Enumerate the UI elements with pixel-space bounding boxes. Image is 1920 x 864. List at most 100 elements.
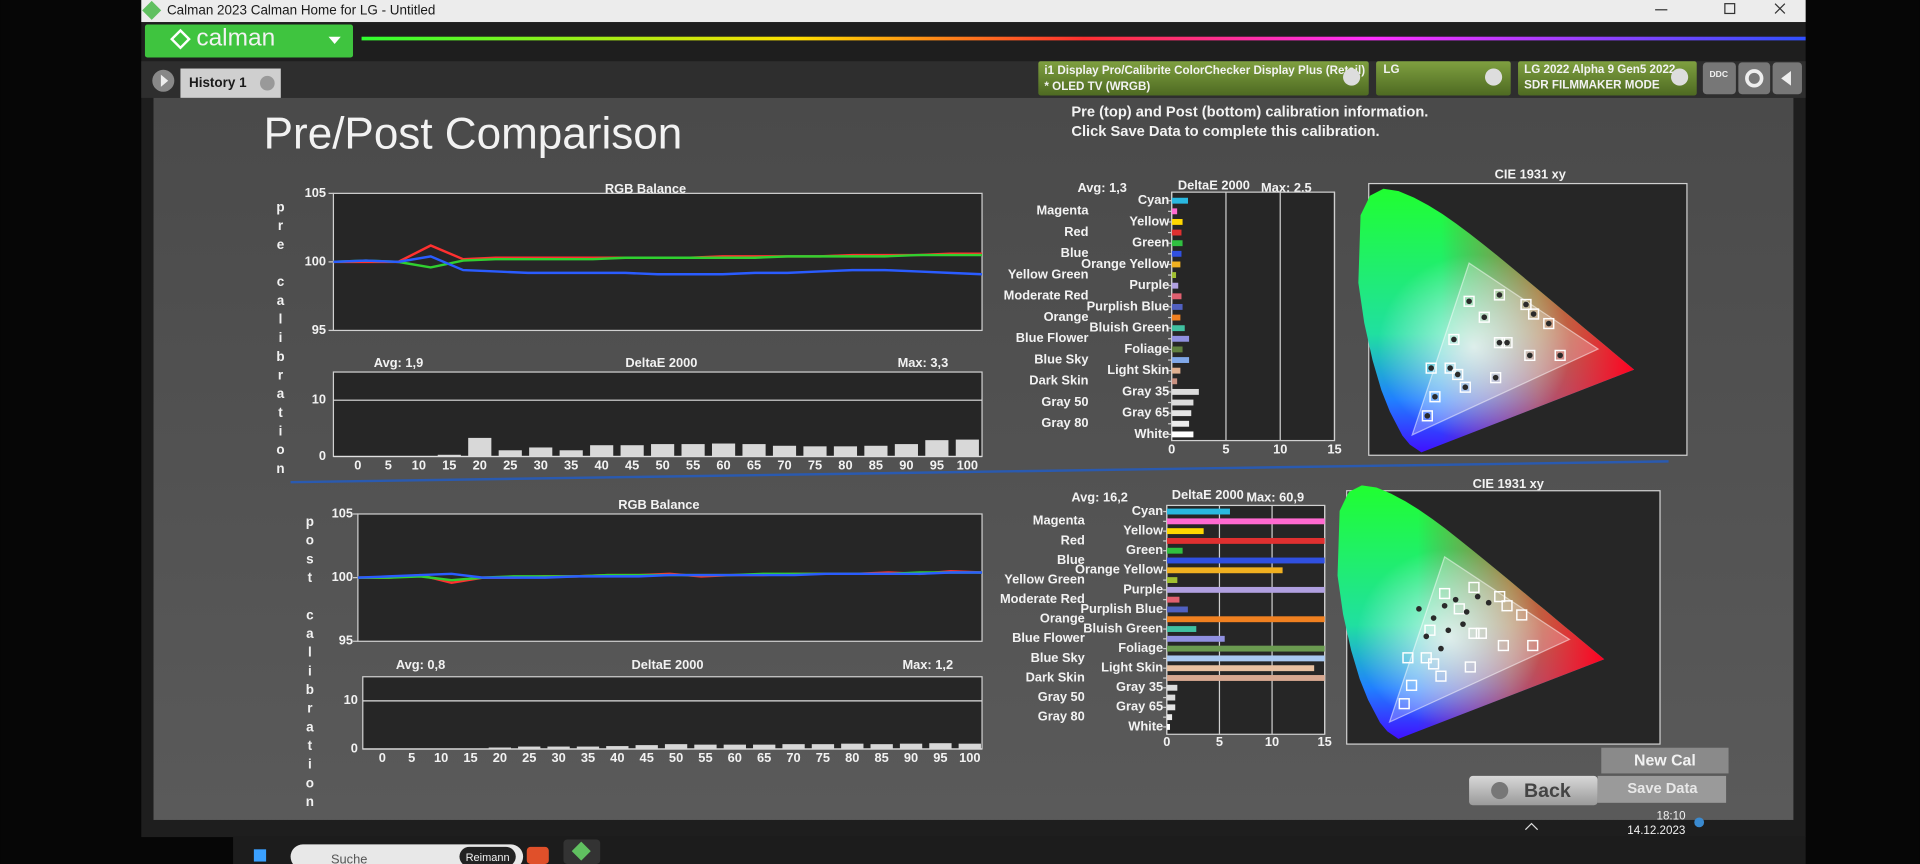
delta-bar bbox=[547, 746, 570, 749]
target-marker bbox=[1490, 372, 1502, 384]
row-label: Gray 50 bbox=[1041, 394, 1088, 409]
target-marker bbox=[1435, 670, 1447, 682]
x-tick-label: 85 bbox=[875, 750, 889, 765]
delta-bar bbox=[437, 454, 461, 457]
x-tick-label: 90 bbox=[899, 458, 913, 473]
row-label: Gray 65 bbox=[1116, 699, 1163, 714]
delta-bar bbox=[870, 744, 893, 749]
delta-bar bbox=[559, 450, 583, 457]
ddc-button[interactable] bbox=[1702, 62, 1736, 95]
x-tick-label: 70 bbox=[777, 458, 791, 473]
chart-title: RGB Balance bbox=[605, 181, 686, 196]
target-marker bbox=[1421, 410, 1433, 422]
window-title: Calman 2023 Calman Home for LG - Untitle… bbox=[167, 3, 435, 18]
tray-arrow[interactable] bbox=[1524, 822, 1539, 831]
start-button[interactable] bbox=[253, 849, 267, 862]
target-marker bbox=[1527, 308, 1540, 320]
color-bar bbox=[1166, 557, 1325, 564]
nav-arrow bbox=[160, 74, 169, 87]
color-bar bbox=[1171, 367, 1181, 374]
color-bar bbox=[1171, 410, 1192, 417]
row-label: Cyan bbox=[1132, 503, 1164, 518]
maximize-button[interactable] bbox=[1724, 3, 1736, 15]
profile-label: LG 2022 Alpha 9 Gen5 2022 bbox=[1524, 63, 1675, 76]
rgb-line bbox=[333, 255, 983, 276]
measured-point bbox=[1460, 621, 1466, 627]
color-bar bbox=[1166, 586, 1325, 593]
dropdown-knob bbox=[1485, 68, 1503, 86]
close-button[interactable] bbox=[1774, 3, 1786, 14]
calman-task-icon bbox=[571, 841, 591, 861]
target-marker bbox=[1468, 581, 1480, 594]
rgb-plot bbox=[357, 513, 983, 642]
clock-date: 14.12.2023 bbox=[1627, 824, 1685, 837]
new-cal-button[interactable] bbox=[1601, 747, 1729, 774]
row-label: Orange Yellow bbox=[1075, 562, 1163, 577]
delta-bar bbox=[742, 444, 766, 457]
x-tick-label: 30 bbox=[551, 750, 565, 765]
color-bar bbox=[1166, 567, 1283, 574]
section-divider bbox=[290, 460, 1669, 484]
save-data-button[interactable] bbox=[1597, 775, 1727, 803]
x-tick-label: 45 bbox=[640, 750, 654, 765]
color-bar bbox=[1166, 596, 1180, 603]
info-line: Click Save Data to complete this calibra… bbox=[1071, 124, 1379, 140]
x-tick-label: 100 bbox=[957, 458, 978, 473]
x-tick-label: 45 bbox=[625, 458, 639, 473]
profile-dropdown[interactable] bbox=[1518, 61, 1697, 96]
delta-bar bbox=[803, 446, 827, 457]
profile-sub-label: SDR FILMMAKER MODE bbox=[1524, 79, 1660, 92]
row-label: Blue Sky bbox=[1034, 351, 1089, 366]
logo-box[interactable] bbox=[144, 24, 353, 58]
color-bar bbox=[1171, 325, 1185, 332]
delta-bar bbox=[772, 445, 797, 457]
target-marker bbox=[1475, 627, 1487, 639]
row-label: Yellow Green bbox=[1004, 571, 1085, 586]
add-tab-button[interactable] bbox=[259, 75, 275, 91]
measured-point bbox=[1545, 320, 1552, 327]
x-tick-label: 0 bbox=[1163, 734, 1170, 749]
measured-point bbox=[1496, 339, 1503, 346]
target-marker bbox=[1453, 603, 1465, 615]
new-cal-label: New Cal bbox=[1634, 752, 1696, 769]
browser-icon[interactable] bbox=[526, 846, 549, 864]
measured-point bbox=[1454, 371, 1461, 378]
color-bar bbox=[1166, 645, 1325, 652]
x-tick-label: 25 bbox=[522, 750, 536, 765]
color-bar bbox=[1166, 616, 1325, 623]
display-dropdown[interactable] bbox=[1376, 61, 1511, 96]
row-label: Gray 65 bbox=[1122, 405, 1169, 420]
color-bar bbox=[1166, 606, 1188, 613]
y-tick-label: 10 bbox=[312, 392, 326, 407]
color-bar bbox=[1171, 219, 1183, 225]
x-tick-label: 65 bbox=[747, 458, 761, 473]
delta-bar bbox=[590, 445, 614, 457]
delta-bar bbox=[929, 743, 952, 749]
x-tick-label: 20 bbox=[493, 750, 507, 765]
color-bar bbox=[1171, 346, 1183, 353]
measured-point bbox=[1463, 609, 1470, 615]
notification-icon[interactable] bbox=[1694, 817, 1705, 828]
row-label: Magenta bbox=[1033, 513, 1086, 528]
row-label: Yellow bbox=[1123, 523, 1163, 538]
y-tick-label: 0 bbox=[319, 448, 326, 463]
measured-point bbox=[1492, 374, 1499, 381]
x-tick-label: 10 bbox=[434, 750, 448, 765]
row-label: Green bbox=[1132, 235, 1169, 250]
delta-bar bbox=[498, 450, 522, 457]
back-nav-arrow bbox=[1781, 70, 1791, 86]
y-tick-label: 100 bbox=[332, 569, 353, 584]
target-marker bbox=[1543, 317, 1555, 330]
measured-point bbox=[1445, 627, 1452, 634]
meter-dropdown[interactable] bbox=[1038, 61, 1369, 96]
delta-bar bbox=[894, 444, 918, 457]
row-label: Orange bbox=[1044, 309, 1089, 324]
row-label: Bluish Green bbox=[1089, 320, 1169, 335]
settings-button[interactable] bbox=[1738, 62, 1771, 95]
row-label: Yellow bbox=[1129, 213, 1169, 228]
row-label: Purplish Blue bbox=[1087, 298, 1170, 313]
delta-bar bbox=[635, 745, 658, 749]
color-bar bbox=[1171, 314, 1181, 321]
delta-bar bbox=[864, 445, 888, 457]
